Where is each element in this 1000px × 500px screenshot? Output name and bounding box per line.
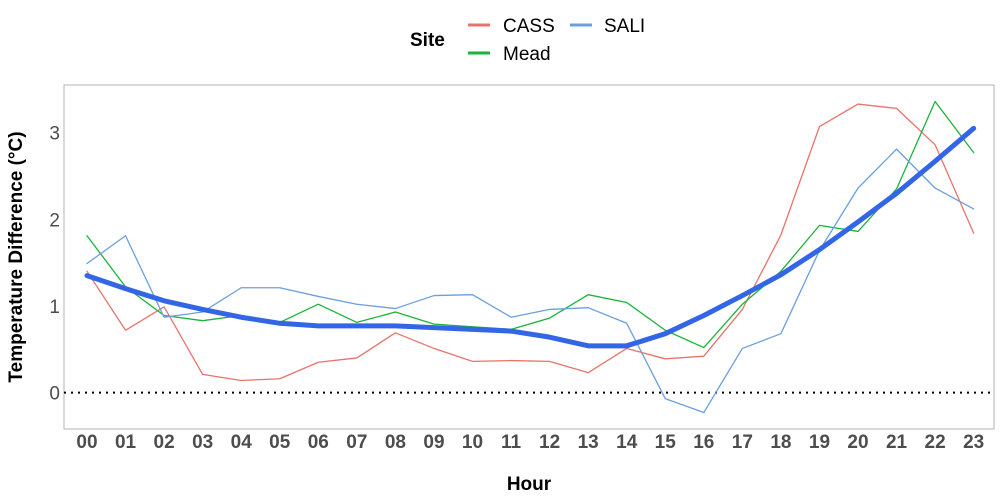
legend-title: Site [410,30,445,51]
series-line-cass [86,103,975,382]
y-tick-label: 3 [49,124,60,145]
x-tick-label: 07 [346,432,367,453]
x-axis: 00 01 02 03 04 05 06 07 08 09 10 11 12 13 14 15 16 17 18 19… [76,432,984,453]
x-tick-label: 02 [154,432,175,453]
legend: Site CASS SALI Mead [410,16,645,65]
series-line-trend [84,125,977,349]
x-tick-label: 06 [308,432,329,453]
y-tick-label: 2 [49,210,60,231]
x-tick-label: 12 [539,432,560,453]
x-tick-label: 08 [385,432,406,453]
x-tick-label: 03 [192,432,213,453]
x-tick-label: 15 [655,432,677,453]
legend-label-sali: SALI [604,16,645,37]
x-tick-label: 23 [963,432,984,453]
x-tick-label: 18 [770,432,791,453]
x-tick-label: 22 [925,432,946,453]
x-tick-label: 16 [693,432,714,453]
legend-item-sali: SALI [570,16,645,37]
x-tick-label: 09 [423,432,444,453]
legend-item-cass: CASS [468,16,555,37]
x-tick-label: 04 [231,432,253,453]
x-tick-label: 19 [809,432,830,453]
y-axis: 0 1 2 3 [49,124,60,405]
legend-label-mead: Mead [503,44,551,65]
x-tick-label: 21 [886,432,908,453]
x-tick-label: 11 [501,432,522,453]
x-tick-label: 14 [616,432,638,453]
y-axis-title: Temperature Difference (°C) [6,131,27,382]
x-tick-label: 17 [732,432,753,453]
series-line-sali [86,148,975,414]
x-tick-label: 01 [115,432,137,453]
legend-label-cass: CASS [503,16,555,37]
y-tick-label: 1 [49,297,60,318]
y-tick-label: 0 [49,384,60,405]
x-axis-title: Hour [507,474,552,495]
x-tick-label: 20 [847,432,868,453]
x-tick-label: 13 [578,432,599,453]
x-tick-label: 05 [269,432,291,453]
plot-panel [63,84,995,430]
x-tick-label: 00 [76,432,97,453]
x-tick-label: 10 [462,432,483,453]
legend-item-mead: Mead [468,44,551,65]
series-layer [84,100,977,414]
